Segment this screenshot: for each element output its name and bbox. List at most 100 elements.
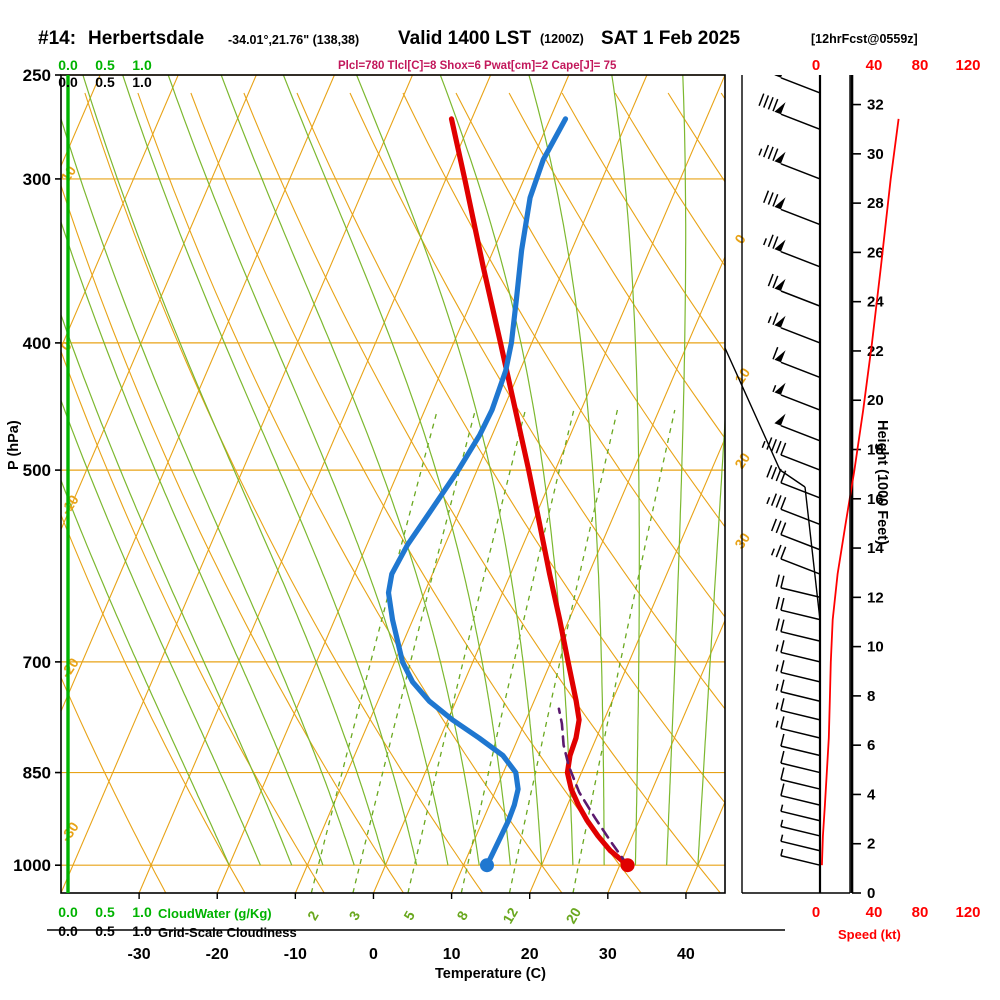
mixing-ratio-label: 8 bbox=[453, 908, 471, 923]
wind-barb bbox=[770, 544, 821, 575]
wind-barb bbox=[780, 848, 821, 866]
plot-frame bbox=[60, 74, 726, 894]
mixing-ratio-label: 3 bbox=[345, 908, 363, 923]
mixing-ratio-label: 5 bbox=[400, 908, 418, 923]
wind-barb bbox=[775, 596, 821, 621]
cloudiness-tick-bottom: 0.5 bbox=[95, 923, 115, 939]
temperature-tick-label: -20 bbox=[206, 946, 229, 963]
speed-axis-label: Speed (kt) bbox=[838, 927, 901, 942]
wind-barb bbox=[780, 750, 821, 774]
height-tick-label: 12 bbox=[867, 589, 884, 606]
wind-barb bbox=[775, 679, 821, 702]
height-tick-label: 16 bbox=[867, 491, 884, 508]
cloudwater-tick-top: 0.5 bbox=[95, 57, 115, 73]
cloudiness-tick-top: 1.0 bbox=[132, 74, 152, 90]
height-tick-label: 28 bbox=[867, 195, 884, 212]
height-tick-label: 8 bbox=[867, 688, 875, 705]
height-tick-label: 20 bbox=[867, 392, 884, 409]
wind-barb bbox=[766, 493, 821, 526]
wind-barb bbox=[763, 190, 821, 226]
cloudiness-tick-top: 0.0 bbox=[58, 74, 78, 90]
temperature-tick-label: -30 bbox=[128, 946, 151, 963]
wind-barb bbox=[775, 640, 821, 663]
cloudwater-tick-bottom: 1.0 bbox=[132, 904, 152, 920]
height-tick-label: 0 bbox=[867, 885, 875, 902]
surface-dewpoint-dot bbox=[479, 858, 494, 873]
wind-barb bbox=[780, 783, 821, 806]
trace-parcel bbox=[557, 707, 629, 867]
station-name: Herbertsdale bbox=[88, 28, 205, 49]
height-tick-label: 30 bbox=[867, 146, 884, 163]
pressure-tick-label: 400 bbox=[23, 334, 51, 353]
wind-barb bbox=[780, 819, 821, 837]
cloudwater-tick-bottom: 0.5 bbox=[95, 904, 115, 920]
surface-temperature-dot bbox=[620, 858, 635, 873]
speed-tick-bottom: 120 bbox=[955, 904, 980, 921]
valid-time-z: (1200Z) bbox=[540, 32, 584, 46]
height-tick-label: 26 bbox=[867, 244, 884, 261]
wind-barb bbox=[772, 382, 821, 411]
speed-tick-top: 80 bbox=[912, 57, 929, 74]
station-coords: -34.01°,21.76" (138,38) bbox=[228, 33, 360, 47]
speed-tick-bottom: 0 bbox=[812, 904, 820, 921]
temperature-tick-label: 40 bbox=[677, 946, 695, 963]
wind-barb bbox=[775, 716, 821, 739]
wind-barb bbox=[758, 144, 821, 180]
height-tick-label: 4 bbox=[867, 786, 876, 803]
pressure-tick-label: 250 bbox=[23, 66, 51, 85]
isotherm-label: 0 bbox=[731, 231, 749, 247]
speed-tick-top: 40 bbox=[866, 57, 883, 74]
wind-barb bbox=[780, 834, 821, 852]
speed-tick-bottom: 40 bbox=[866, 904, 883, 921]
sounding-traces bbox=[385, 116, 635, 873]
wind-barb bbox=[780, 804, 821, 822]
valid-time: Valid 1400 LST bbox=[398, 28, 532, 49]
valid-date: SAT 1 Feb 2025 bbox=[601, 28, 741, 49]
temperature-tick-label: 30 bbox=[599, 946, 617, 963]
height-tick-label: 10 bbox=[867, 639, 884, 656]
height-tick-label: 14 bbox=[867, 540, 884, 557]
wind-barb bbox=[770, 518, 821, 551]
cloudwater-tick-top: 1.0 bbox=[132, 57, 152, 73]
height-tick-label: 32 bbox=[867, 97, 884, 114]
wind-barb bbox=[774, 413, 821, 442]
cloudiness-tick-bottom: 0.0 bbox=[58, 923, 78, 939]
pressure-axis-label: P (hPa) bbox=[6, 420, 22, 470]
height-axis-label: Height (1000 Feet) bbox=[874, 420, 890, 545]
pressure-tick-label: 500 bbox=[23, 461, 51, 480]
cloudiness-tick-bottom: 1.0 bbox=[132, 923, 152, 939]
height-tick-label: 18 bbox=[867, 442, 884, 459]
temperature-axis-label: Temperature (C) bbox=[435, 966, 546, 982]
speed-tick-top: 0 bbox=[812, 57, 820, 74]
wind-speed-curve bbox=[821, 118, 900, 866]
mixing-ratio-lines bbox=[310, 409, 676, 893]
pressure-tick-label: 300 bbox=[23, 170, 51, 189]
speed-tick-top: 120 bbox=[955, 57, 980, 74]
wind-barb bbox=[775, 698, 821, 721]
background-grid bbox=[61, 75, 725, 893]
wind-barb bbox=[775, 618, 821, 642]
cloudwater-tick-bottom: 0.0 bbox=[58, 904, 78, 920]
mixing-ratio-label: 2 bbox=[304, 908, 322, 923]
wind-barb-panel bbox=[724, 75, 822, 893]
temperature-tick-label: 10 bbox=[443, 946, 461, 963]
trace-dewpoint bbox=[385, 116, 569, 868]
station-id: #14: bbox=[38, 28, 77, 49]
mixing-ratio-labels: 2 3 5 8 12 20 bbox=[304, 905, 584, 927]
wind-barb bbox=[758, 93, 821, 131]
wind-barb bbox=[763, 234, 821, 268]
wind-barb bbox=[772, 346, 821, 379]
wind-barb bbox=[773, 75, 821, 94]
pressure-tick-label: 850 bbox=[23, 764, 51, 783]
temperature-tick-label: 0 bbox=[369, 946, 378, 963]
cloudiness-tick-top: 0.5 bbox=[95, 74, 115, 90]
wind-barb bbox=[775, 660, 821, 683]
moist-adiabat-lines bbox=[61, 75, 725, 866]
isotherm-label: 0 bbox=[57, 338, 75, 354]
wind-barb bbox=[766, 465, 821, 499]
cloudwater-tick-top: 0.0 bbox=[58, 57, 78, 73]
mixing-ratio-label: 20 bbox=[562, 905, 584, 927]
